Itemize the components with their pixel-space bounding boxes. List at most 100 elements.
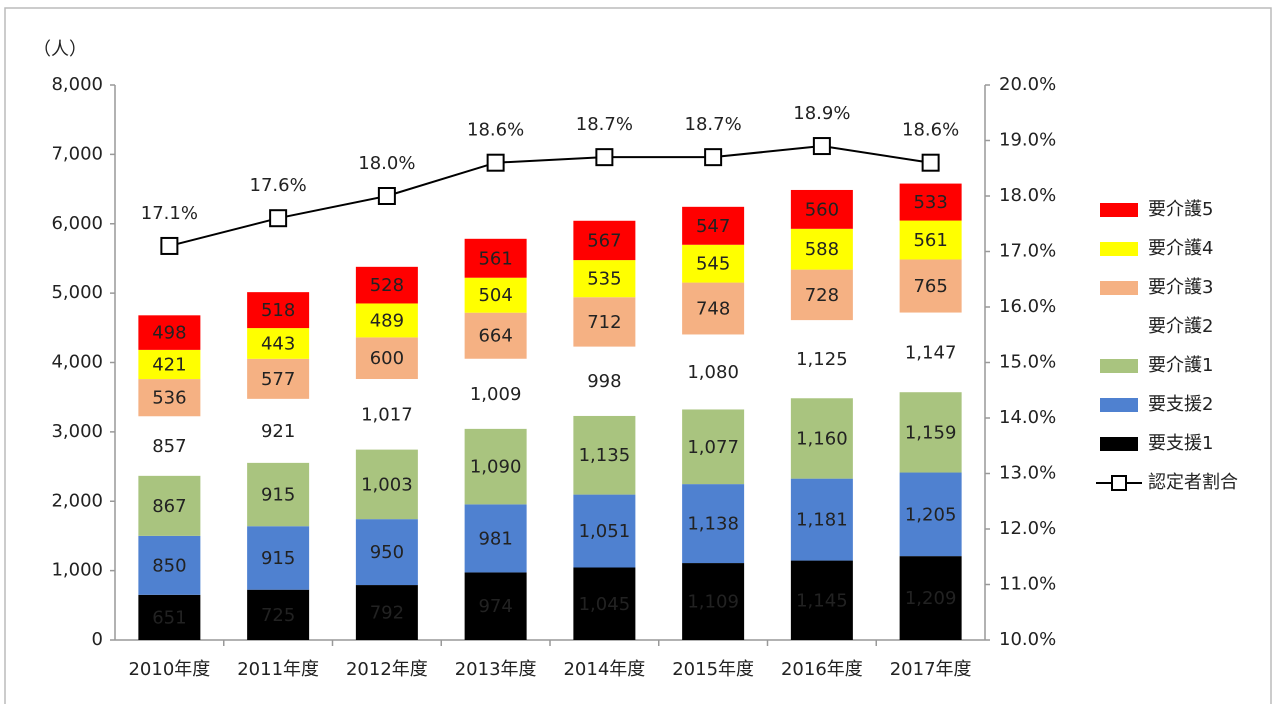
x-tick-label: 2017年度 xyxy=(890,659,972,680)
data-label: 533 xyxy=(913,192,947,213)
bar-segment xyxy=(138,349,201,380)
bar-segment xyxy=(899,220,962,260)
bar-segment xyxy=(682,244,745,283)
bar-segment xyxy=(899,183,962,221)
data-label: 1,051 xyxy=(579,521,631,542)
x-tick-label: 2015年度 xyxy=(672,659,754,680)
bar-segment xyxy=(138,379,201,417)
y2-tick-label: 18.0% xyxy=(999,185,1056,206)
bar-segment xyxy=(138,535,201,595)
y-tick-label: 5,000 xyxy=(51,282,103,303)
x-tick-label: 2012年度 xyxy=(346,659,428,680)
data-label: 1,147 xyxy=(905,342,957,363)
line-marker xyxy=(595,148,614,167)
data-label: 560 xyxy=(805,199,839,220)
legend-label: 要介護5 xyxy=(1148,199,1213,220)
data-label: 792 xyxy=(370,603,404,624)
legend-swatch xyxy=(1100,320,1138,334)
legend-label: 認定者割合 xyxy=(1148,472,1238,493)
data-label: 1,205 xyxy=(905,504,957,525)
y2-tick-label: 14.0% xyxy=(999,407,1056,428)
line-marker xyxy=(486,153,505,172)
x-tick-label: 2014年度 xyxy=(563,659,645,680)
bar-segment xyxy=(573,494,636,568)
legend-swatch xyxy=(1100,281,1138,295)
data-label: 857 xyxy=(152,436,186,457)
data-label: 765 xyxy=(913,276,947,297)
data-label: 1,077 xyxy=(687,437,739,458)
x-tick-label: 2013年度 xyxy=(455,659,537,680)
bar-segment xyxy=(247,526,310,590)
bar-segment xyxy=(247,328,310,359)
line-label: 17.6% xyxy=(250,175,307,196)
line-label: 18.0% xyxy=(358,153,415,174)
legend-label: 要支援1 xyxy=(1148,433,1213,454)
legend-swatch xyxy=(1100,398,1138,412)
x-tick-label: 2010年度 xyxy=(128,659,210,680)
data-label: 1,209 xyxy=(905,588,957,609)
bar-segment xyxy=(464,358,527,429)
bar-segment xyxy=(247,462,310,527)
data-label: 1,159 xyxy=(905,422,957,443)
data-label: 921 xyxy=(261,421,295,442)
bar-segment xyxy=(899,259,962,313)
bar-segment xyxy=(899,392,962,473)
y-tick-label: 4,000 xyxy=(51,352,103,373)
line-marker xyxy=(704,148,723,167)
chart-frame xyxy=(4,7,1272,704)
data-label: 867 xyxy=(152,496,186,517)
data-label: 504 xyxy=(478,285,512,306)
bar-segment xyxy=(355,449,418,520)
data-label: 1,145 xyxy=(796,590,848,611)
bar-segment xyxy=(464,238,527,278)
bar-segment xyxy=(247,292,310,329)
bar-segment xyxy=(790,189,853,229)
data-label: 1,009 xyxy=(470,384,522,405)
data-label: 1,003 xyxy=(361,474,413,495)
bar-segment xyxy=(355,379,418,450)
data-label: 518 xyxy=(261,300,295,321)
data-label: 850 xyxy=(152,555,186,576)
data-label: 421 xyxy=(152,354,186,375)
data-label: 536 xyxy=(152,388,186,409)
y-tick-label: 0 xyxy=(92,629,103,650)
bar-segment xyxy=(138,315,201,350)
data-label: 588 xyxy=(805,239,839,260)
data-label: 1,138 xyxy=(687,514,739,535)
data-label: 1,090 xyxy=(470,457,522,478)
line-marker xyxy=(160,236,179,255)
y2-tick-label: 20.0% xyxy=(999,74,1056,95)
data-label: 712 xyxy=(587,312,621,333)
bar-segment xyxy=(464,428,527,505)
y2-tick-label: 13.0% xyxy=(999,463,1056,484)
bar-segment xyxy=(682,409,745,485)
data-label: 1,080 xyxy=(687,362,739,383)
data-label: 1,109 xyxy=(687,592,739,613)
bar-segment xyxy=(790,560,853,640)
bar-segment xyxy=(355,303,418,338)
bar-segment xyxy=(790,228,853,270)
data-label: 535 xyxy=(587,269,621,290)
data-label: 651 xyxy=(152,607,186,628)
legend-label: 要支援2 xyxy=(1148,394,1213,415)
data-label: 443 xyxy=(261,333,295,354)
bar-segment xyxy=(138,416,201,476)
data-label: 974 xyxy=(478,596,512,617)
line-series xyxy=(169,145,931,247)
legend-label: 要介護3 xyxy=(1148,277,1213,298)
bar-segment xyxy=(790,478,853,561)
data-label: 561 xyxy=(913,230,947,251)
line-label: 18.6% xyxy=(467,120,524,141)
data-label: 1,160 xyxy=(796,428,848,449)
bar-segment xyxy=(464,572,527,640)
bar-segment xyxy=(573,220,636,261)
data-label: 547 xyxy=(696,216,730,237)
bar-segment xyxy=(247,358,310,399)
legend-marker xyxy=(1111,475,1127,491)
bar-segment xyxy=(138,594,201,640)
data-label: 998 xyxy=(587,371,621,392)
bar-segment xyxy=(464,504,527,573)
data-label: 561 xyxy=(478,248,512,269)
bar-segment xyxy=(682,563,745,640)
data-label: 1,125 xyxy=(796,349,848,370)
